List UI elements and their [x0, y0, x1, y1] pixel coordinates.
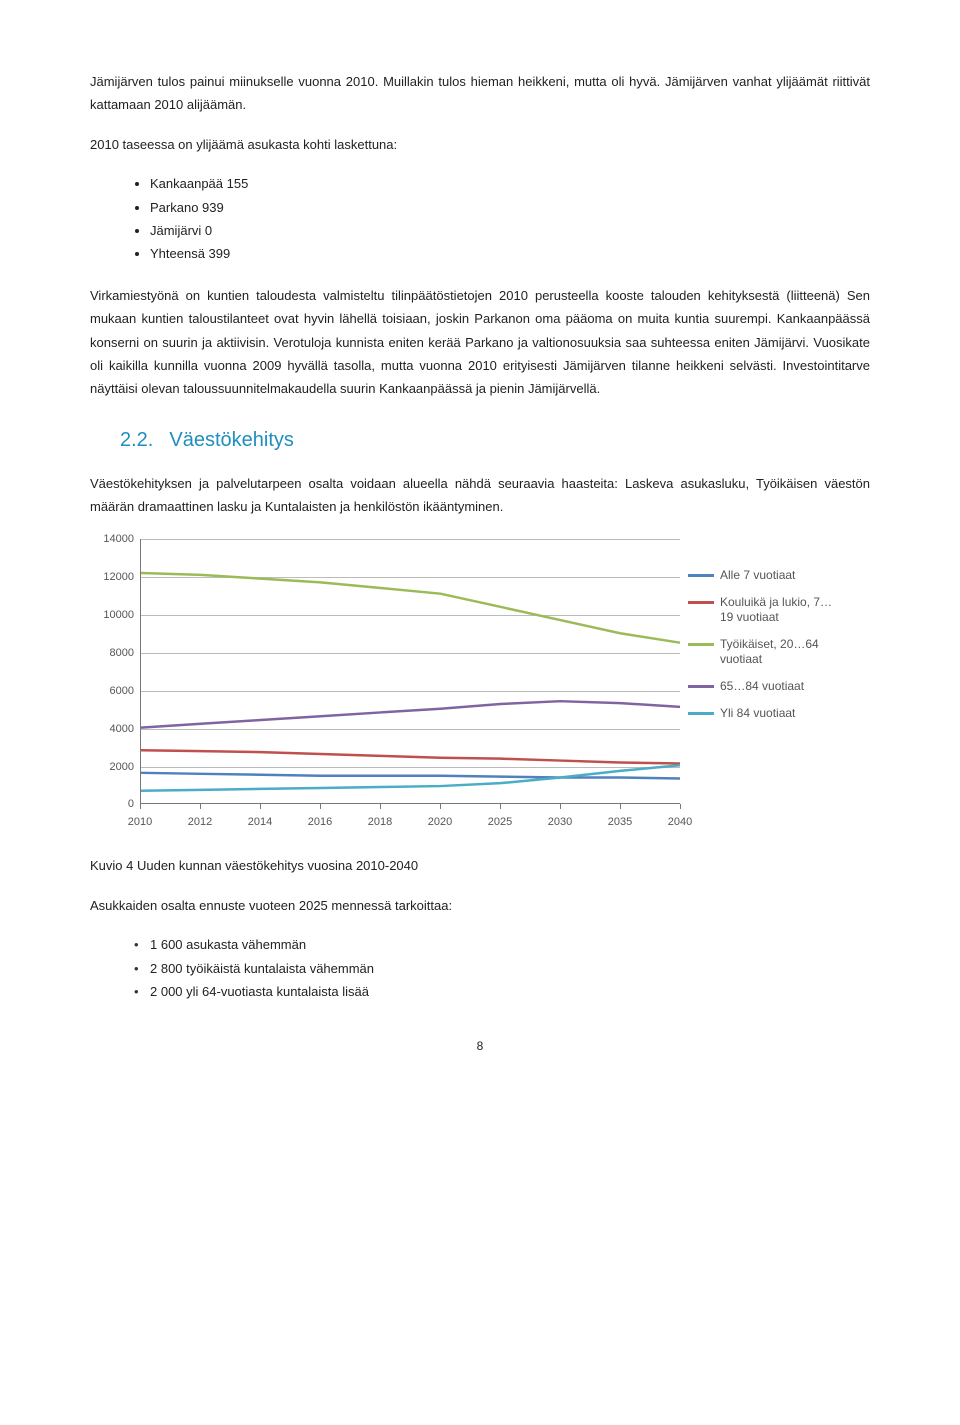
x-axis-label: 2018	[368, 816, 392, 828]
list-item: 2 000 yli 64-vuotiasta kuntalaista lisää	[150, 980, 870, 1003]
legend-swatch-icon	[688, 601, 714, 604]
y-axis-label: 8000	[110, 647, 134, 659]
legend-label: Alle 7 vuotiaat	[720, 568, 795, 583]
y-axis-label: 0	[128, 798, 134, 810]
legend-item: Alle 7 vuotiaat	[688, 568, 843, 583]
paragraph: 2010 taseessa on ylijäämä asukasta kohti…	[90, 133, 870, 156]
paragraph: Virkamiestyönä on kuntien taloudesta val…	[90, 284, 870, 401]
legend-item: Työikäiset, 20…64 vuotiaat	[688, 637, 843, 667]
legend-swatch-icon	[688, 685, 714, 688]
chart-canvas: 0 2000 4000 6000 8000 10000 12000 14000 2010 2012…	[90, 534, 680, 834]
document-page: Jämijärven tulos painui miinukselle vuon…	[0, 0, 960, 1093]
y-axis-label: 4000	[110, 723, 134, 735]
legend-label: 65…84 vuotiaat	[720, 679, 804, 694]
x-axis-label: 2035	[608, 816, 632, 828]
figure-caption: Kuvio 4 Uuden kunnan väestökehitys vuosi…	[90, 854, 870, 877]
y-axis-label: 14000	[103, 533, 134, 545]
paragraph: Jämijärven tulos painui miinukselle vuon…	[90, 70, 870, 117]
series-koulu	[141, 751, 680, 764]
plot-area	[140, 539, 680, 804]
legend-item: 65…84 vuotiaat	[688, 679, 843, 694]
legend-item: Kouluikä ja lukio, 7…19 vuotiaat	[688, 595, 843, 625]
list-item: 1 600 asukasta vähemmän	[150, 933, 870, 956]
legend-swatch-icon	[688, 574, 714, 577]
series-tyoik	[141, 573, 680, 643]
chart-legend: Alle 7 vuotiaat Kouluikä ja lukio, 7…19 v…	[688, 534, 843, 721]
bullet-list-surplus: Kankaanpää 155Parkano 939Jämijärvi 0Yhte…	[134, 172, 870, 266]
page-number: 8	[90, 1039, 870, 1053]
list-item: Yhteensä 399	[150, 242, 870, 265]
x-axis-label: 2020	[428, 816, 452, 828]
bullet-list-forecast: 1 600 asukasta vähemmän2 800 työikäistä …	[134, 933, 870, 1003]
y-axis-label: 6000	[110, 685, 134, 697]
x-axis-label: 2030	[548, 816, 572, 828]
section-heading: 2.2. Väestökehitys	[120, 429, 870, 452]
list-item: 2 800 työikäistä kuntalaista vähemmän	[150, 957, 870, 980]
legend-label: Työikäiset, 20…64 vuotiaat	[720, 637, 843, 667]
section-title: Väestökehitys	[169, 429, 294, 451]
legend-label: Kouluikä ja lukio, 7…19 vuotiaat	[720, 595, 843, 625]
y-axis-label: 2000	[110, 761, 134, 773]
paragraph: Väestökehityksen ja palvelutarpeen osalt…	[90, 472, 870, 519]
population-chart: 0 2000 4000 6000 8000 10000 12000 14000 2010 2012…	[90, 534, 870, 834]
x-axis-label: 2016	[308, 816, 332, 828]
legend-item: Yli 84 vuotiaat	[688, 706, 843, 721]
legend-swatch-icon	[688, 643, 714, 646]
series-65_84	[141, 702, 680, 728]
paragraph: Asukkaiden osalta ennuste vuoteen 2025 m…	[90, 894, 870, 917]
y-axis-label: 12000	[103, 571, 134, 583]
legend-swatch-icon	[688, 712, 714, 715]
x-axis-label: 2012	[188, 816, 212, 828]
x-axis-label: 2025	[488, 816, 512, 828]
section-number: 2.2.	[120, 429, 153, 451]
list-item: Kankaanpää 155	[150, 172, 870, 195]
list-item: Parkano 939	[150, 196, 870, 219]
list-item: Jämijärvi 0	[150, 219, 870, 242]
chart-lines	[141, 539, 680, 803]
x-axis-label: 2014	[248, 816, 272, 828]
x-axis-label: 2010	[128, 816, 152, 828]
y-axis-label: 10000	[103, 609, 134, 621]
legend-label: Yli 84 vuotiaat	[720, 706, 795, 721]
x-axis-label: 2040	[668, 816, 692, 828]
